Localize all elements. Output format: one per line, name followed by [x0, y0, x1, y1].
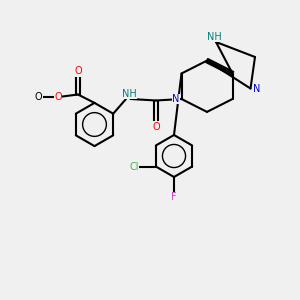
Text: N: N — [172, 94, 180, 104]
Text: O: O — [54, 92, 62, 102]
Text: F: F — [171, 192, 177, 203]
Text: NH: NH — [122, 88, 136, 99]
Text: O: O — [34, 92, 42, 102]
Text: N: N — [254, 83, 261, 94]
Text: O: O — [74, 66, 82, 76]
Text: NH: NH — [207, 32, 222, 42]
Text: Cl: Cl — [129, 161, 139, 172]
Text: O: O — [152, 122, 160, 132]
